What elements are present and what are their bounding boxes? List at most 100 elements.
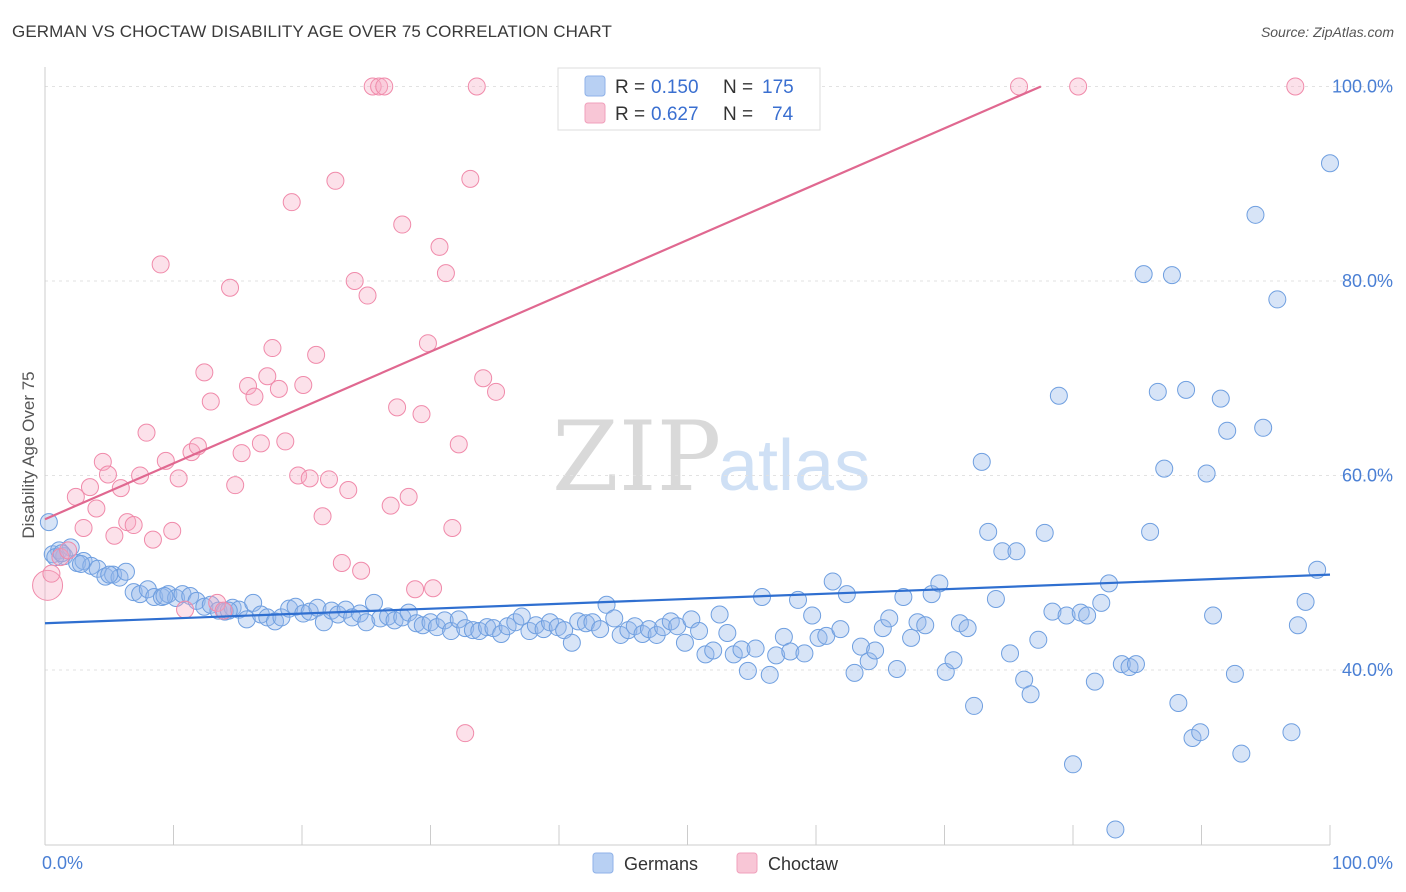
german-point-101	[746, 639, 765, 658]
regression-line-germans	[44, 573, 1331, 625]
german-point-138	[1007, 542, 1026, 561]
german-point-160	[1162, 266, 1181, 285]
german-point-118	[866, 641, 885, 660]
german-point-158	[1148, 382, 1167, 401]
choctaw-point-7	[87, 499, 106, 518]
german-point-149	[1085, 672, 1104, 691]
german-point-46	[357, 613, 376, 632]
choctaw-point-31	[239, 376, 258, 395]
german-point-56	[427, 618, 446, 637]
choctaw-point-35	[263, 339, 282, 358]
german-point-95	[704, 641, 723, 660]
german-point-68	[512, 607, 531, 626]
german-point-116	[851, 637, 870, 656]
choctaw-point-40	[294, 376, 313, 395]
german-point-13	[124, 583, 143, 602]
german-point-137	[1001, 644, 1020, 663]
legend-r-label-choctaw: R =	[615, 104, 645, 125]
choctaw-point-44	[319, 470, 338, 489]
german-point-119	[873, 619, 892, 638]
german-point-159	[1155, 459, 1174, 478]
german-point-161	[1169, 694, 1188, 713]
german-point-172	[1254, 418, 1273, 437]
german-point-47	[364, 593, 383, 612]
german-point-97	[718, 623, 737, 642]
choctaw-point-64	[443, 518, 462, 537]
choctaw-point-3	[59, 541, 78, 560]
german-point-71	[534, 620, 553, 639]
choctaw-point-41	[300, 469, 319, 488]
choctaw-point-45	[326, 171, 345, 190]
german-point-117	[859, 652, 878, 671]
german-point-178	[1321, 154, 1339, 173]
choctaw-point-57	[399, 487, 418, 506]
choctaw-point-20	[169, 469, 188, 488]
german-point-148	[1078, 606, 1097, 625]
german-point-125	[916, 616, 935, 635]
german-point-132	[965, 696, 984, 715]
choctaw-point-6	[80, 478, 99, 497]
legend-swatch-germans	[584, 75, 606, 97]
watermark: ZIP atlas	[552, 401, 870, 513]
german-point-91	[675, 633, 694, 652]
legend-r-value-germans: 0.150	[651, 77, 699, 98]
german-point-110	[809, 628, 828, 647]
y-tick-label-3: 100.0%	[1332, 76, 1393, 96]
german-point-99	[732, 640, 751, 659]
german-point-136	[993, 542, 1012, 561]
choctaw-point-55	[388, 398, 407, 417]
y-tick-label-1: 60.0%	[1342, 465, 1393, 485]
german-point-112	[823, 572, 842, 591]
german-point-155	[1126, 655, 1145, 674]
german-point-156	[1134, 265, 1153, 284]
choctaw-point-56	[393, 215, 412, 234]
german-point-80	[597, 595, 616, 614]
choctaw-point-15	[137, 423, 156, 442]
german-point-57	[435, 611, 454, 630]
german-point-141	[1029, 630, 1048, 649]
axes	[44, 67, 1331, 846]
german-point-166	[1204, 606, 1223, 625]
german-point-142	[1035, 523, 1054, 542]
german-point-129	[944, 651, 963, 670]
gridlines	[45, 85, 1392, 671]
choctaw-point-16	[143, 530, 162, 549]
choctaw-point-65	[449, 435, 468, 454]
choctaw-point-32	[245, 387, 264, 406]
german-point-175	[1288, 616, 1307, 635]
german-point-12	[116, 562, 135, 581]
choctaw-point-25	[201, 392, 220, 411]
choctaw-point-29	[226, 476, 245, 495]
german-point-123	[902, 628, 921, 647]
german-point-78	[583, 613, 602, 632]
german-point-122	[894, 588, 913, 607]
german-point-127	[930, 574, 949, 593]
choctaw-point-73	[1286, 77, 1305, 96]
german-point-25	[209, 601, 228, 620]
bottom-legend-swatch-germans	[592, 852, 614, 874]
german-point-157	[1141, 522, 1160, 541]
choctaw-point-2	[51, 548, 70, 567]
german-point-8	[88, 559, 107, 578]
choctaw-point-13	[124, 516, 143, 535]
german-point-165	[1197, 464, 1216, 483]
german-point-143	[1043, 602, 1062, 621]
german-point-167	[1211, 389, 1230, 408]
source-label: Source: ZipAtlas.com	[1260, 24, 1394, 40]
y-tick-label-2: 80.0%	[1342, 271, 1393, 291]
x-tick-labels: 0.0% 100.0%	[42, 853, 1393, 873]
choctaw-point-68	[467, 77, 486, 96]
regression-lines	[44, 85, 1331, 625]
german-point-140	[1021, 685, 1040, 704]
choctaw-point-30	[232, 444, 251, 463]
choctaw-point-19	[163, 521, 182, 540]
y-tick-label-0: 40.0%	[1342, 660, 1393, 680]
regression-line-choctaw	[44, 85, 1042, 521]
choctaw-point-1	[42, 564, 61, 583]
choctaw-point-27	[214, 601, 233, 620]
choctaw-point-48	[345, 271, 364, 290]
german-point-150	[1092, 593, 1111, 612]
watermark-zip: ZIP	[552, 401, 721, 513]
legend-r-label-germans: R =	[615, 77, 645, 98]
german-point-109	[803, 606, 822, 625]
